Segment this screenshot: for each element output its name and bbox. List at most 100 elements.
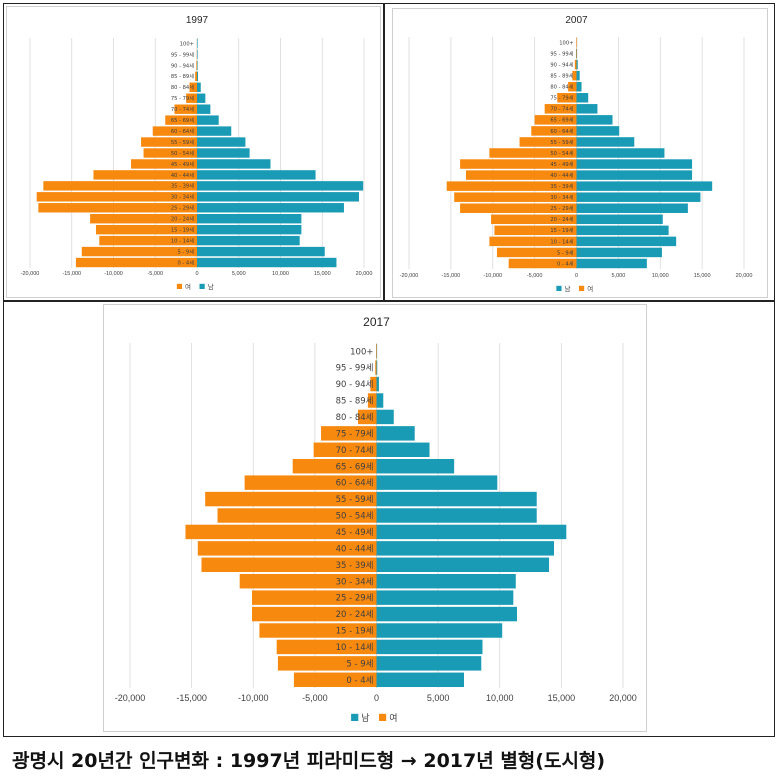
bar-female [165,115,197,125]
bar-male [197,203,344,213]
bar-female [143,148,197,158]
bar-female [460,203,577,213]
category-label: 60 - 64세 [550,127,573,135]
bar-male [197,60,198,71]
x-tick-label: -10,000 [238,693,269,703]
category-label: 45 - 49세 [336,528,374,538]
bar-male [576,170,693,180]
bar-male [197,148,250,158]
bar-male [197,214,302,224]
category-label: 45 - 49세 [550,160,573,168]
bar-male [376,639,483,655]
category-label: 10 - 14세 [550,237,573,245]
category-label: 70 - 74세 [550,105,573,113]
x-tick-label: 10,000 [486,693,514,703]
bar-female [75,257,197,268]
category-label: 15 - 19세 [171,226,194,234]
category-label: 10 - 14세 [171,236,194,244]
category-label: 5 - 9세 [346,659,373,669]
bar-male [376,557,550,573]
bar-female [489,236,577,247]
x-tick-label: -20,000 [21,271,40,277]
bar-male [576,247,662,258]
chart-1997: 1997 0 - 4세 5 - 9세 10 - 14세 15 - 19세 20 - 24세… [21,15,373,291]
bar-male [197,104,211,114]
bar-male [197,137,246,147]
bar-male [576,203,688,213]
bar-female [36,192,198,202]
category-label: 25 - 29세 [336,594,374,604]
bar-male [576,192,701,202]
bar-female [141,137,197,147]
x-tick-label: 5,000 [232,271,246,277]
bar-male [576,236,677,247]
chart-title: 1997 [186,15,209,26]
category-label: 100+ [180,41,194,47]
category-label: 50 - 54세 [171,149,194,157]
bar-female [186,93,197,103]
bar-female [454,192,577,202]
bar-female [519,137,577,147]
bar-male [376,376,379,392]
category-label: 25 - 29세 [171,204,194,212]
bar-female [93,170,197,180]
legend-label-female: 여 [587,284,593,293]
bar-female [196,60,197,71]
bar-female [465,170,577,180]
x-tick-label: -5,000 [527,273,543,279]
category-label: 80 - 84세 [550,83,573,91]
bar-male [376,606,518,622]
bar-male [376,623,503,638]
bar-female [197,541,377,556]
category-label: 65 - 69세 [550,116,573,124]
bar-female [496,247,577,258]
legend-swatch-male [556,285,562,291]
bar-male [376,541,554,556]
bar-female [81,246,197,257]
category-label: 0 - 4세 [177,258,194,266]
bar-male [197,170,316,180]
bar-male [197,246,325,257]
category-label: 90 - 94세 [550,60,573,68]
category-label: 65 - 69세 [336,462,374,472]
x-tick-label: 0 [575,273,578,279]
x-tick-label: -5,000 [147,271,163,277]
bar-male [576,59,578,70]
category-label: 20 - 24세 [171,215,194,223]
bar-female [259,623,377,638]
category-label: 15 - 19세 [336,627,374,637]
bar-female [313,442,377,458]
bar-female [239,573,377,589]
category-label: 80 - 84세 [336,413,374,423]
bar-female [574,59,577,70]
category-label: 55 - 59세 [171,138,194,146]
category-label: 40 - 44세 [171,171,194,179]
category-label: 85 - 89세 [550,72,573,80]
bar-female [358,409,377,425]
bar-female [575,48,577,59]
bar-female [367,393,377,408]
category-label: 95 - 99세 [550,49,573,57]
category-label: 40 - 44세 [550,171,573,179]
category-label: 5 - 9세 [557,248,574,256]
bar-female [491,214,577,225]
bar-male [197,192,359,202]
legend-swatch-female [579,285,585,291]
category-label: 20 - 24세 [336,610,374,620]
category-label: 0 - 4세 [557,259,574,267]
bar-male [376,426,415,441]
bar-female [489,148,577,158]
bar-female [131,159,197,169]
bar-female [38,203,197,213]
category-label: 60 - 64세 [171,127,194,135]
bar-female [370,376,377,392]
category-label: 90 - 94세 [336,380,374,390]
category-label: 35 - 39세 [550,182,573,190]
bar-male [576,104,598,114]
bar-male [576,137,635,147]
legend-label-male: 남 [361,713,369,724]
category-label: 50 - 54세 [550,149,573,157]
x-tick-label: 5,000 [611,273,625,279]
bar-male [376,458,455,474]
bar-male [197,126,232,136]
